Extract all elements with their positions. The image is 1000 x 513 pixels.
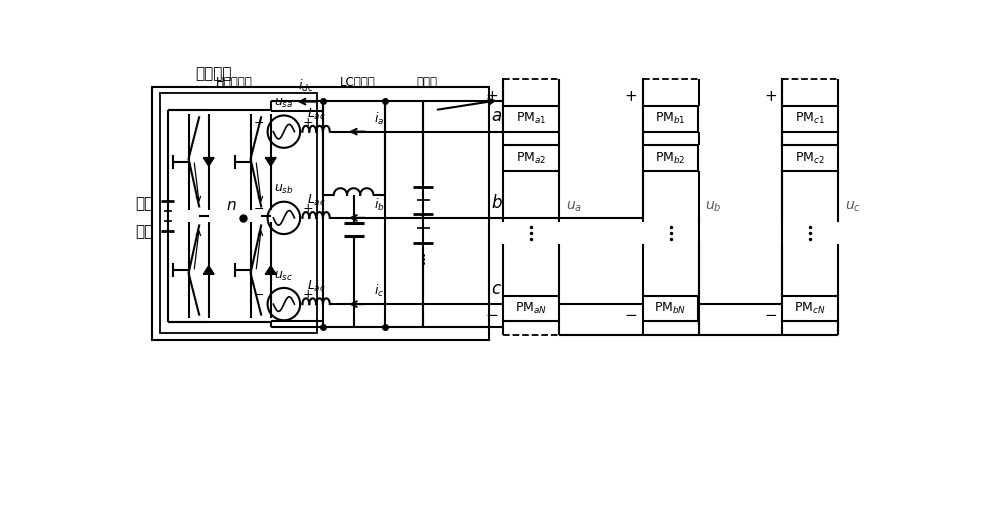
Text: $\mathrm{PM}_{cN}$: $\mathrm{PM}_{cN}$	[794, 301, 826, 316]
Text: $L_{ac}$: $L_{ac}$	[307, 279, 326, 294]
Text: $\mathit{b}$: $\mathit{b}$	[491, 194, 503, 212]
Text: $-$: $-$	[764, 306, 777, 321]
Polygon shape	[265, 157, 276, 166]
Bar	[782, 106, 838, 132]
Text: $\mathrm{PM}_{a2}$: $\mathrm{PM}_{a2}$	[516, 151, 546, 166]
Bar	[503, 106, 559, 132]
Text: $+$: $+$	[302, 202, 314, 215]
Text: $+$: $+$	[485, 89, 498, 105]
Text: $\mathit{i}_{a}$: $\mathit{i}_{a}$	[374, 111, 384, 127]
Text: $\mathit{i}_{c}$: $\mathit{i}_{c}$	[374, 283, 384, 300]
Bar	[782, 295, 838, 321]
Text: $\mathit{u}_{c}$: $\mathit{u}_{c}$	[845, 200, 861, 214]
Text: 交流: 交流	[135, 196, 154, 211]
Bar	[782, 146, 838, 171]
Text: $\mathrm{PM}_{b1}$: $\mathrm{PM}_{b1}$	[655, 111, 686, 127]
Text: $-$: $-$	[253, 202, 264, 215]
Text: $\mathrm{PM}_{b2}$: $\mathrm{PM}_{b2}$	[655, 151, 686, 166]
Polygon shape	[265, 266, 276, 274]
Text: $\mathit{c}$: $\mathit{c}$	[491, 280, 502, 298]
Text: $+$: $+$	[624, 89, 637, 105]
Text: $-$: $-$	[253, 288, 264, 301]
Text: H桥变换器: H桥变换器	[216, 76, 253, 89]
Bar	[503, 146, 559, 171]
Text: $n$: $n$	[226, 198, 237, 213]
Text: $\mathit{u}_{b}$: $\mathit{u}_{b}$	[705, 200, 722, 214]
Bar	[503, 295, 559, 321]
Text: $\mathrm{PM}_{aN}$: $\mathrm{PM}_{aN}$	[515, 301, 547, 316]
Text: $+$: $+$	[302, 288, 314, 301]
Bar	[643, 106, 698, 132]
Text: $-$: $-$	[485, 306, 498, 321]
Text: $L_{ac}$: $L_{ac}$	[307, 193, 326, 208]
Text: $-$: $-$	[253, 115, 264, 129]
Text: $\mathrm{PM}_{bN}$: $\mathrm{PM}_{bN}$	[654, 301, 687, 316]
Text: $+$: $+$	[764, 89, 777, 105]
Text: $-$: $-$	[624, 306, 637, 321]
Text: $\mathit{u}_{sc}$: $\mathit{u}_{sc}$	[274, 269, 293, 283]
Text: $\mathit{i}_{dc}$: $\mathit{i}_{dc}$	[298, 78, 313, 94]
Text: 功率模块: 功率模块	[195, 66, 231, 81]
Bar	[152, 87, 489, 340]
Text: $\mathit{i}_{b}$: $\mathit{i}_{b}$	[374, 197, 385, 213]
Polygon shape	[203, 157, 214, 166]
Text: $\mathrm{PM}_{c2}$: $\mathrm{PM}_{c2}$	[795, 151, 825, 166]
Text: $\mathit{u}_{a}$: $\mathit{u}_{a}$	[566, 200, 582, 214]
Text: 电网: 电网	[135, 224, 154, 239]
Text: $L_{ac}$: $L_{ac}$	[307, 107, 326, 122]
Text: $\mathrm{PM}_{a1}$: $\mathrm{PM}_{a1}$	[516, 111, 546, 127]
Bar	[643, 146, 698, 171]
Text: LC滤波器: LC滤波器	[340, 76, 375, 89]
Text: $\mathit{u}_{sa}$: $\mathit{u}_{sa}$	[274, 97, 294, 110]
Text: 电池簇: 电池簇	[417, 76, 438, 89]
Bar	[643, 295, 698, 321]
Text: $\mathrm{PM}_{c1}$: $\mathrm{PM}_{c1}$	[795, 111, 825, 127]
Text: $\mathit{u}_{sb}$: $\mathit{u}_{sb}$	[274, 183, 294, 196]
Polygon shape	[203, 266, 214, 274]
Text: $\mathit{a}$: $\mathit{a}$	[491, 107, 502, 126]
Bar	[160, 93, 317, 333]
Text: $+$: $+$	[302, 115, 314, 129]
